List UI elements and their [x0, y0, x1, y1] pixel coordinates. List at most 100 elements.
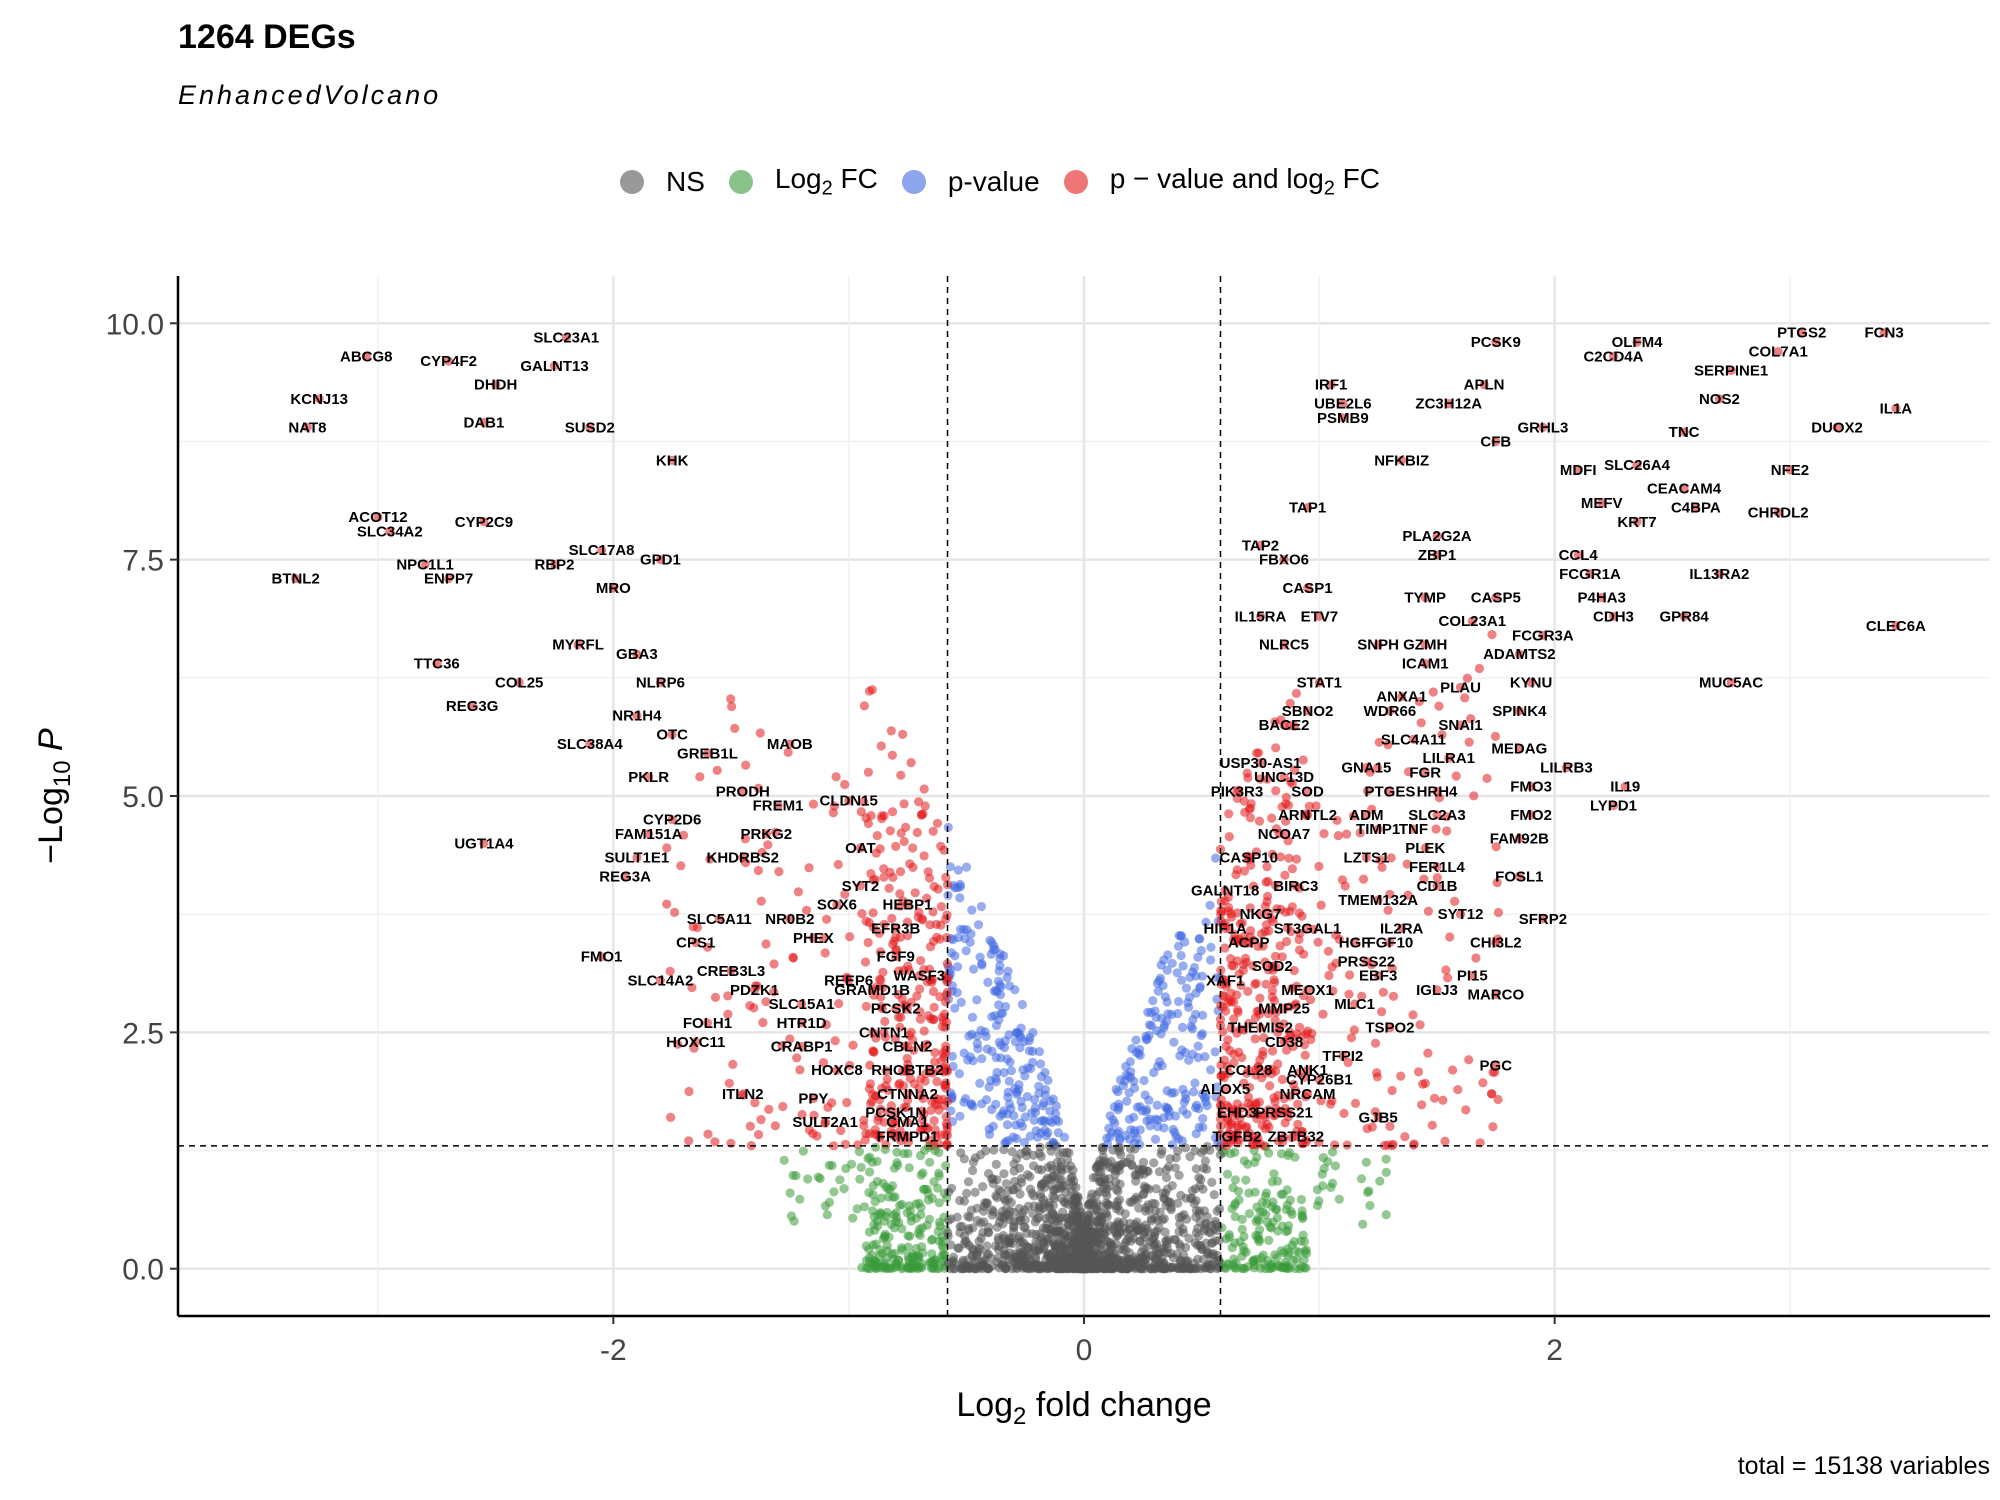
variable-point	[1264, 926, 1274, 936]
variable-point	[983, 977, 993, 988]
gene-point	[561, 332, 571, 343]
gene-point	[702, 748, 713, 759]
variable-point	[1282, 936, 1292, 947]
gene-point	[1385, 706, 1395, 716]
variable-point	[952, 988, 962, 998]
variable-point	[1270, 951, 1281, 962]
variable-point	[1293, 1099, 1303, 1109]
variable-point	[999, 1169, 1009, 1179]
variable-point	[1102, 1236, 1112, 1246]
variable-point	[1038, 1203, 1048, 1213]
gene-label: COL23A1	[1439, 613, 1507, 630]
gene-point	[1538, 914, 1548, 924]
variable-point	[1036, 1263, 1046, 1273]
variable-point	[1222, 1100, 1232, 1110]
gene-point	[738, 852, 748, 863]
gene-label: CYP4F2	[420, 353, 477, 370]
variable-point	[915, 984, 925, 994]
gene-label: CHI3L2	[1470, 935, 1522, 952]
variable-point	[1134, 1170, 1144, 1180]
variable-point	[1103, 1200, 1113, 1210]
gene-point	[467, 701, 477, 711]
variable-point	[880, 1144, 890, 1155]
variable-point	[1153, 1122, 1163, 1132]
variable-point	[1249, 1256, 1259, 1266]
variable-point	[1212, 1082, 1222, 1092]
gene-point	[902, 1089, 913, 1099]
variable-point	[1135, 1264, 1146, 1274]
variable-point	[1033, 1246, 1043, 1256]
variable-point	[1127, 1197, 1137, 1207]
gene-label: TIMP1	[1356, 821, 1400, 838]
gene-label: BACE2	[1259, 717, 1310, 734]
variable-point	[1163, 950, 1173, 960]
variable-point	[861, 1001, 871, 1012]
variable-point	[1400, 1132, 1410, 1142]
variable-point	[1288, 1041, 1298, 1052]
gene-label: HTR1D	[777, 1015, 827, 1032]
variable-point	[1314, 861, 1324, 872]
variable-point	[856, 807, 866, 817]
variable-point	[1254, 1097, 1264, 1107]
gene-point	[1691, 503, 1701, 513]
variable-point	[1218, 1027, 1228, 1037]
variable-point	[797, 1109, 807, 1120]
variable-point	[1355, 828, 1365, 838]
variable-point	[934, 1105, 944, 1115]
variable-point	[1169, 1037, 1179, 1047]
gene-label: PGC	[1480, 1057, 1513, 1074]
variable-point	[1432, 873, 1442, 883]
variable-point	[973, 1044, 983, 1054]
variable-point	[961, 946, 971, 956]
legend-item-pvalue: p-value	[901, 166, 1040, 198]
variable-point	[1383, 740, 1393, 750]
variable-point	[968, 1165, 978, 1176]
variable-point	[955, 893, 965, 903]
variable-point	[912, 991, 922, 1001]
gene-label: SOD	[1291, 783, 1324, 800]
variable-point	[809, 1110, 819, 1120]
variable-point	[1099, 1229, 1109, 1239]
variable-point	[904, 1030, 915, 1040]
gene-point	[855, 843, 866, 853]
variable-point	[1381, 1210, 1391, 1220]
variable-point	[892, 1147, 902, 1157]
gene-label: SLC23A1	[533, 329, 599, 346]
gene-point	[373, 512, 383, 522]
variable-point	[1152, 1100, 1162, 1110]
gene-label: FCGR3A	[1512, 627, 1574, 644]
variable-point	[1119, 1157, 1129, 1168]
variable-point	[1246, 926, 1256, 936]
variable-point	[1222, 1259, 1233, 1269]
variable-point	[823, 1102, 833, 1112]
gene-label: SYT12	[1438, 906, 1484, 923]
gene-label: FER1L4	[1409, 859, 1466, 876]
gene-point	[785, 914, 795, 924]
variable-point	[915, 1007, 925, 1017]
gene-point	[1279, 1108, 1289, 1118]
variable-point	[1363, 1187, 1373, 1197]
variable-point	[1267, 849, 1278, 860]
variable-point	[1236, 980, 1246, 991]
variable-point	[1318, 1153, 1328, 1163]
gene-label: PLAU	[1440, 679, 1481, 696]
variable-point	[1162, 965, 1172, 975]
variable-point	[1127, 1161, 1137, 1171]
gene-point	[902, 900, 913, 910]
variable-point	[988, 1174, 998, 1184]
gene-point	[1385, 1023, 1395, 1033]
gene-label: REEP6	[824, 972, 873, 989]
variable-point	[994, 966, 1004, 976]
variable-point	[1029, 1095, 1040, 1105]
gene-point	[1608, 351, 1619, 361]
variable-point	[984, 1124, 994, 1134]
variable-point	[880, 1229, 890, 1239]
variable-point	[764, 1104, 774, 1114]
variable-point	[968, 1157, 979, 1167]
variable-point	[967, 1012, 978, 1022]
variable-point	[1187, 1186, 1197, 1196]
gene-point	[667, 455, 677, 465]
variable-point	[875, 1208, 886, 1218]
variable-point	[1066, 1161, 1076, 1171]
variable-point	[1178, 961, 1188, 971]
